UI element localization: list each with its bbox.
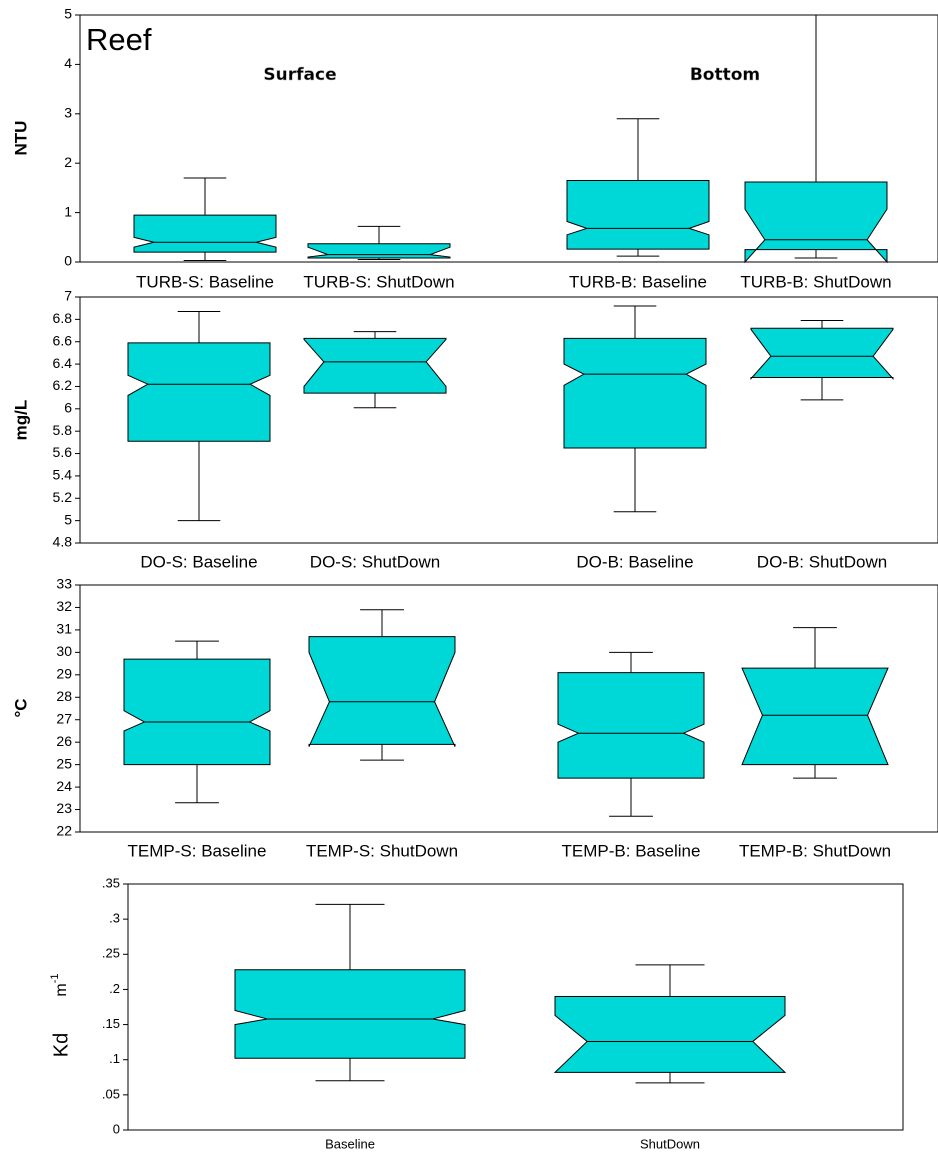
y-tick-label: 6.2 [53, 377, 73, 393]
y-tick-label: 23 [56, 800, 72, 816]
y-tick-label: 6 [64, 400, 72, 416]
notched-box [234, 969, 466, 1059]
annotation: Bottom [690, 65, 760, 85]
notched-box [123, 658, 271, 766]
x-tick-label: TEMP-B: ShutDown [739, 841, 891, 860]
y-tick-label: 6.8 [53, 310, 73, 326]
y-tick-label: 2 [64, 154, 72, 170]
y-tick-label: 33 [56, 576, 72, 592]
y-axis-label: NTU [11, 121, 30, 156]
y-tick-label: 5.8 [53, 422, 73, 438]
x-tick-label: TEMP-B: Baseline [562, 841, 701, 860]
y-tick-label: 1 [64, 203, 72, 219]
x-tick-label: DO-B: Baseline [576, 552, 693, 571]
y-tick-label: 32 [56, 598, 72, 614]
plot-frame [79, 296, 938, 544]
unit-exponent: -1 [49, 973, 61, 983]
y-tick-label: .1 [109, 1051, 120, 1066]
x-tick-label: DO-B: ShutDown [757, 552, 887, 571]
y-tick-label: 3 [64, 105, 72, 121]
y-tick-label: 30 [56, 643, 72, 659]
y-tick-label: 4.8 [53, 534, 73, 550]
y-axis-label: Kd [50, 1033, 72, 1057]
annotation: Surface [263, 65, 336, 85]
plot-frame [79, 584, 938, 833]
notched-box [303, 337, 447, 394]
y-tick-label: 6.4 [53, 355, 73, 371]
notched-box [750, 327, 894, 380]
notched-box [566, 179, 710, 250]
x-tick-label: TURB-S: Baseline [136, 272, 274, 291]
notched-box [741, 667, 889, 766]
y-tick-label: 6.6 [53, 332, 73, 348]
y-axis-unit: m-1 [49, 973, 70, 996]
notched-box [553, 995, 787, 1073]
x-tick-label: TURB-B: ShutDown [740, 272, 891, 291]
y-tick-label: .15 [102, 1016, 120, 1031]
y-tick-label: 0 [64, 253, 72, 269]
y-tick-label: 0 [113, 1121, 120, 1136]
notched-box [307, 243, 451, 259]
x-tick-label: TURB-S: ShutDown [303, 272, 454, 291]
y-tick-label: 22 [56, 823, 72, 839]
y-tick-label: 5 [64, 511, 72, 527]
notched-box [744, 181, 888, 264]
y-axis-label: mg/L [11, 400, 30, 441]
y-axis-label: °C [11, 698, 30, 717]
y-tick-label: 25 [56, 755, 72, 771]
notched-box [563, 337, 707, 449]
y-tick-label: 31 [56, 621, 72, 637]
y-tick-label: .05 [102, 1086, 120, 1101]
y-tick-label: 27 [56, 710, 72, 726]
x-tick-label: Baseline [325, 1136, 375, 1151]
y-tick-label: .2 [109, 981, 120, 996]
x-tick-label: TEMP-S: ShutDown [306, 841, 458, 860]
y-tick-label: 26 [56, 733, 72, 749]
plot-frame [79, 14, 938, 263]
unit-base: m [53, 983, 70, 996]
y-tick-label: 29 [56, 666, 72, 682]
x-tick-label: TEMP-S: Baseline [128, 841, 267, 860]
notched-box [127, 342, 271, 442]
y-tick-label: 5.2 [53, 489, 73, 505]
y-tick-label: 4 [64, 55, 72, 71]
y-tick-label: 24 [56, 778, 72, 794]
y-tick-label: .3 [109, 911, 120, 926]
y-tick-label: 5.4 [53, 467, 73, 483]
annotation: Reef [86, 22, 152, 57]
plot-frame [127, 883, 904, 1131]
y-tick-label: 5.6 [53, 444, 73, 460]
x-tick-label: DO-S: ShutDown [310, 552, 440, 571]
notched-box [308, 636, 456, 747]
y-tick-label: 28 [56, 688, 72, 704]
y-tick-label: .35 [102, 875, 120, 890]
x-tick-label: DO-S: Baseline [140, 552, 257, 571]
notched-box [557, 672, 705, 779]
x-tick-label: TURB-B: Baseline [569, 272, 707, 291]
y-tick-label: .25 [102, 946, 120, 961]
y-tick-label: 5 [64, 6, 72, 22]
x-tick-label: ShutDown [640, 1136, 700, 1151]
y-tick-label: 7 [64, 288, 72, 304]
notched-box [133, 214, 277, 253]
